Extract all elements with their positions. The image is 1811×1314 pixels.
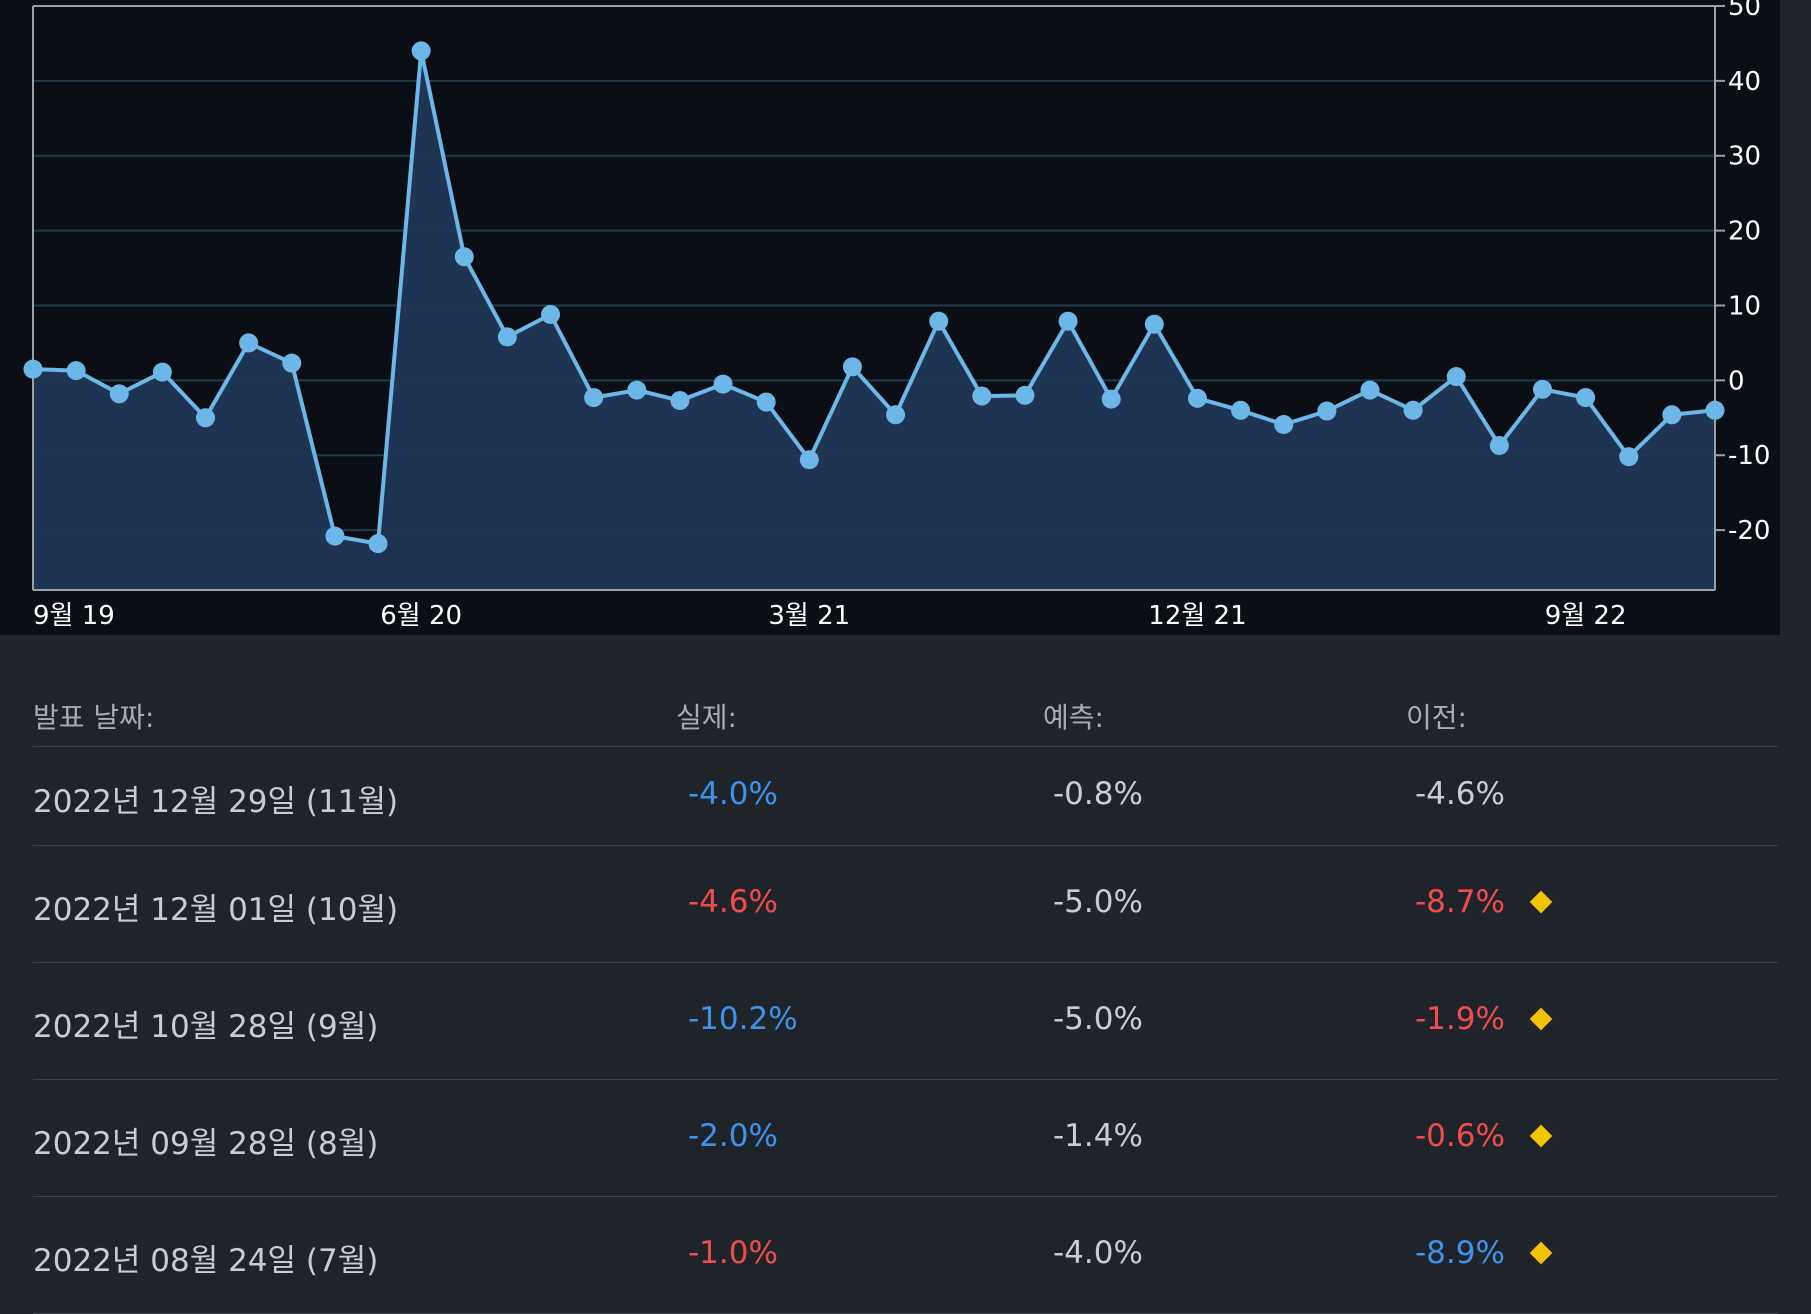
y-tick-label: 0 [1728, 366, 1745, 396]
chart-panel: 50 40 30 20 10 0 -10 -20 9월 19 6월 20 3월 21 12월 21 9월… [0, 0, 1780, 635]
x-tick-label: 6월 20 [380, 601, 462, 631]
data-point [584, 388, 604, 408]
data-point [411, 41, 431, 61]
data-point [799, 450, 819, 470]
row-actual: -4.0% [688, 776, 778, 812]
data-point [886, 405, 906, 425]
data-point [627, 380, 647, 400]
data-point [368, 534, 388, 554]
revised-diamond-icon [1529, 1241, 1553, 1265]
row-previous: -8.9% [1415, 1235, 1505, 1271]
data-point [454, 247, 474, 267]
row-forecast: -5.0% [1053, 1001, 1143, 1037]
area-chart: 50 40 30 20 10 0 -10 -20 9월 19 6월 20 3월 21 12월 21 9월… [23, 0, 1770, 631]
table-row: 2022년 08월 24일 (7월) -1.0% -4.0% -8.9% [33, 1197, 1778, 1314]
y-tick-label: 30 [1728, 142, 1761, 172]
data-point [196, 408, 216, 428]
data-point [152, 362, 172, 382]
data-point [325, 526, 345, 546]
row-date: 2022년 08월 24일 (7월) [33, 1243, 379, 1279]
data-point [972, 386, 992, 406]
table-row: 2022년 10월 28일 (9월) -10.2% -5.0% -1.9% [33, 963, 1778, 1080]
data-point [1662, 405, 1682, 425]
row-previous: -8.7% [1415, 884, 1505, 920]
row-previous: -4.6% [1415, 776, 1505, 812]
table-header: 발표 날짜: 실제: 예측: 이전: [33, 670, 1778, 747]
table-row: 2022년 12월 01일 (10월) -4.6% -5.0% -8.7% [33, 846, 1778, 963]
data-point [1144, 314, 1164, 334]
data-point [1231, 400, 1251, 420]
revised-diamond-icon [1529, 890, 1553, 914]
table-row: 2022년 09월 28일 (8월) -2.0% -1.4% -0.6% [33, 1080, 1778, 1197]
x-tick-label: 3월 21 [768, 601, 850, 631]
header-previous: 이전: [1406, 701, 1467, 734]
data-point [1446, 367, 1466, 387]
data-point [1619, 447, 1639, 467]
header-date: 발표 날짜: [33, 701, 155, 734]
header-actual: 실제: [676, 701, 737, 734]
y-tick-label: 20 [1728, 217, 1761, 247]
data-point [1317, 401, 1337, 421]
data-point [282, 353, 302, 373]
data-point [497, 327, 517, 347]
data-point [1705, 400, 1725, 420]
data-point [1101, 389, 1121, 409]
y-tick-label: -20 [1728, 516, 1770, 546]
row-previous: -1.9% [1415, 1001, 1505, 1037]
data-point [1015, 385, 1035, 405]
release-table: 발표 날짜: 실제: 예측: 이전: 2022년 12월 29일 (11월) -4… [33, 670, 1778, 1314]
table-body: 2022년 12월 29일 (11월) -4.0% -0.8% -4.6% 2022년 … [33, 747, 1778, 1314]
row-forecast: -0.8% [1053, 776, 1143, 812]
table-row: 2022년 12월 29일 (11월) -4.0% -0.8% -4.6% [33, 747, 1778, 846]
data-point [1360, 380, 1380, 400]
header-forecast: 예측: [1043, 701, 1104, 734]
data-point [1403, 400, 1423, 420]
row-actual: -4.6% [688, 884, 778, 920]
data-point [541, 304, 561, 324]
row-date: 2022년 10월 28일 (9월) [33, 1009, 379, 1045]
y-tick-label: 40 [1728, 67, 1761, 97]
data-point [1532, 379, 1552, 399]
data-point [109, 384, 129, 404]
x-tick-label: 12월 21 [1148, 601, 1246, 631]
row-forecast: -1.4% [1053, 1118, 1143, 1154]
row-actual: -1.0% [688, 1235, 778, 1271]
data-point [929, 311, 949, 331]
row-date: 2022년 12월 01일 (10월) [33, 892, 399, 928]
y-tick-label: 50 [1728, 0, 1761, 22]
data-point [842, 357, 862, 377]
revised-diamond-icon [1529, 1124, 1553, 1148]
data-point [1576, 388, 1596, 408]
data-point [239, 333, 259, 353]
row-forecast: -4.0% [1053, 1235, 1143, 1271]
series-line [32, 48, 1716, 546]
data-point [1274, 415, 1294, 435]
row-previous: -0.6% [1415, 1118, 1505, 1154]
x-tick-label: 9월 19 [33, 601, 115, 631]
data-point [1187, 388, 1207, 408]
revised-diamond-icon [1529, 1007, 1553, 1031]
x-tick-label: 9월 22 [1545, 601, 1627, 631]
data-point [713, 374, 733, 394]
data-point [23, 359, 43, 379]
row-date: 2022년 09월 28일 (8월) [33, 1126, 379, 1162]
row-date: 2022년 12월 29일 (11월) [33, 784, 399, 820]
row-forecast: -5.0% [1053, 884, 1143, 920]
y-tick-label: 10 [1728, 291, 1761, 321]
data-point [756, 392, 776, 412]
row-actual: -2.0% [688, 1118, 778, 1154]
data-point [1489, 435, 1509, 455]
data-point [1058, 311, 1078, 331]
row-actual: -10.2% [688, 1001, 798, 1037]
data-point [66, 361, 86, 381]
data-point [670, 391, 690, 411]
y-tick-label: -10 [1728, 441, 1770, 471]
